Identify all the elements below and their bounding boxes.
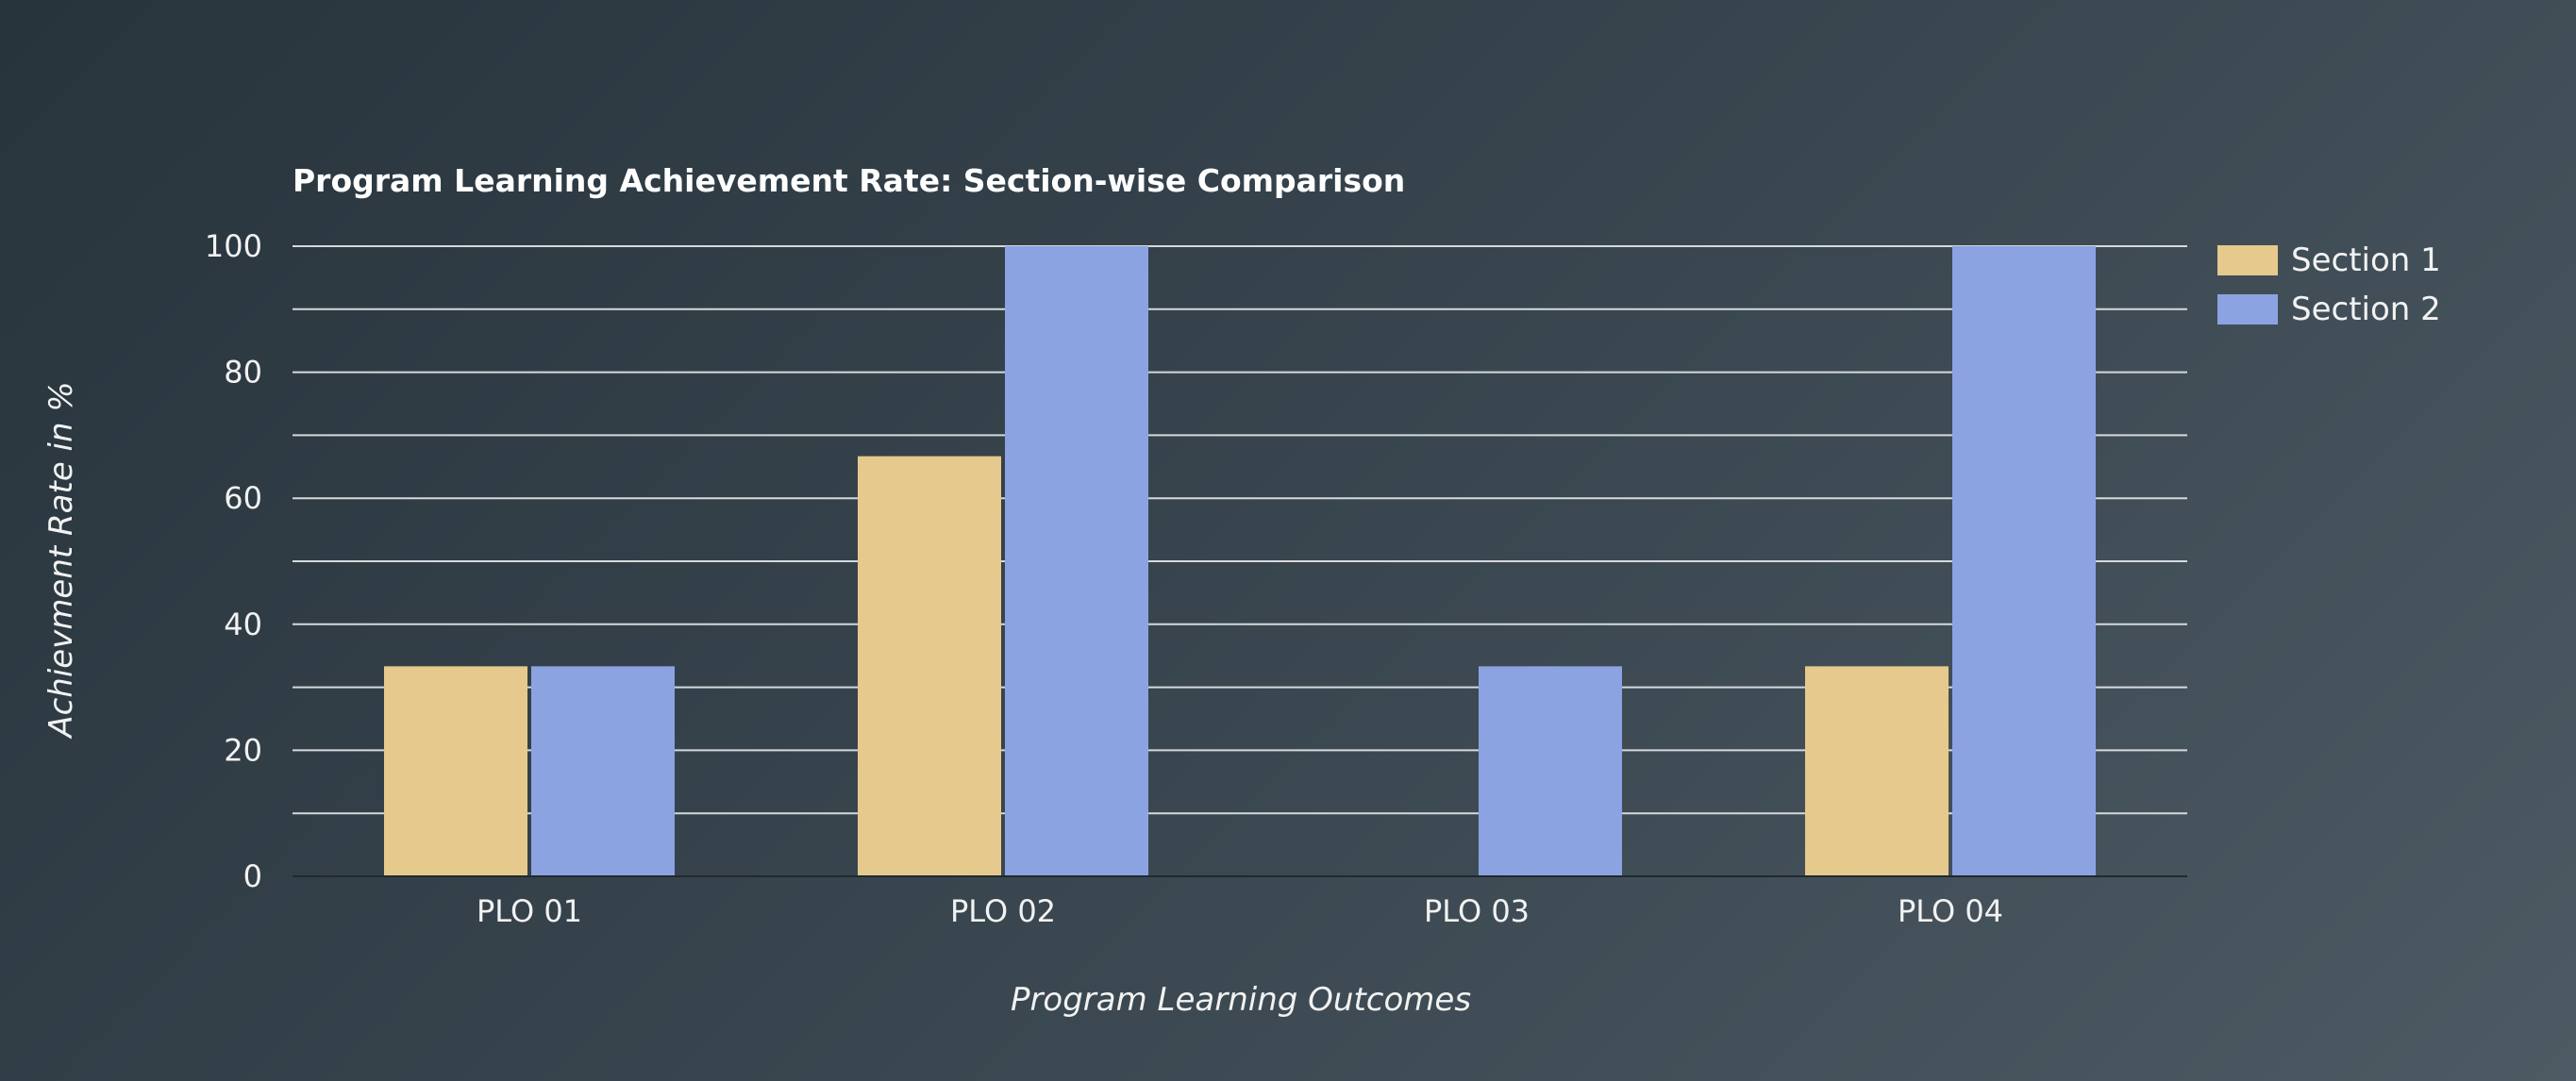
bar-2-plo-04 (1952, 246, 2096, 876)
x-axis-ticks: PLO 01 PLO 02 PLO 03 PLO 04 (477, 893, 2003, 929)
x-tick-label: PLO 02 (950, 893, 1056, 929)
y-tick-label: 20 (224, 732, 262, 768)
bar-1-plo-01 (384, 666, 527, 876)
bar-1-plo-04 (1805, 666, 1949, 876)
x-tick-label: PLO 04 (1898, 893, 2003, 929)
bar-2-plo-02 (1005, 246, 1148, 876)
chart-title: Program Learning Achievement Rate: Secti… (293, 162, 1405, 199)
legend: Section 1 Section 2 (2217, 241, 2441, 328)
y-axis-label: Achievment Rate in % (42, 381, 80, 739)
y-tick-label: 80 (224, 355, 262, 391)
bar-1-plo-02 (858, 456, 1001, 876)
bar-2-plo-01 (531, 666, 675, 876)
y-tick-label: 60 (224, 480, 262, 516)
x-axis-label: Program Learning Outcomes (1011, 981, 1471, 1019)
y-tick-label: 0 (243, 858, 262, 894)
y-axis-ticks: 0 20 40 60 80 100 (205, 228, 262, 894)
x-tick-label: PLO 01 (477, 893, 582, 929)
bars (384, 246, 2096, 876)
y-tick-label: 100 (205, 228, 262, 264)
x-tick-label: PLO 03 (1424, 893, 1530, 929)
y-tick-label: 40 (224, 607, 262, 642)
legend-swatch (2217, 245, 2278, 275)
bar-2-plo-03 (1479, 666, 1622, 876)
legend-label: Section 2 (2291, 291, 2441, 328)
legend-label: Section 1 (2291, 241, 2441, 279)
legend-swatch (2217, 294, 2278, 324)
